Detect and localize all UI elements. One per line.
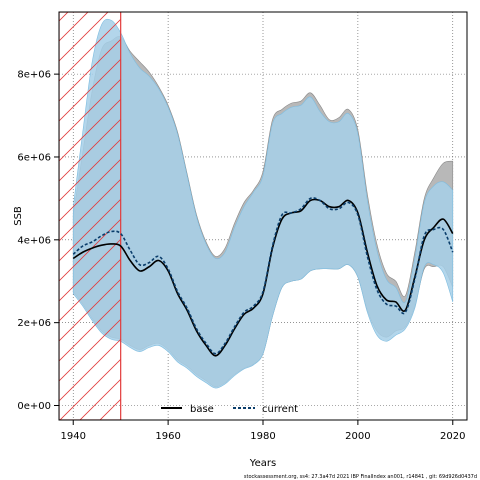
y-tick-label: 6e+06 (17, 152, 51, 163)
legend-label-current: current (262, 404, 298, 415)
x-tick-label: 2020 (440, 431, 465, 442)
current-series-line (72, 197, 454, 355)
y-tick-label: 0e+00 (17, 401, 51, 412)
x-tick-label: 1960 (155, 431, 180, 442)
x-tick-label: 1980 (250, 431, 275, 442)
x-tick-label: 1940 (61, 431, 86, 442)
series-lines (72, 197, 454, 357)
y-axis: 0e+00 2e+06 4e+06 6e+06 8e+06 (17, 70, 59, 412)
x-axis: 1940 1960 1980 2000 2020 (61, 420, 465, 442)
y-tick-label: 4e+06 (17, 235, 51, 246)
y-axis-title: SSB (13, 206, 24, 226)
x-axis-title: Years (249, 458, 276, 469)
legend: base current (161, 404, 298, 415)
shaded-period-region (59, 12, 122, 420)
x-tick-label: 2000 (345, 431, 370, 442)
shaded-period (59, 12, 122, 420)
footer-caption: stockassessment.org, ss4: 27.3a47d 2021 … (244, 474, 477, 480)
legend-label-base: base (190, 404, 214, 415)
confidence-bands (72, 18, 454, 389)
y-tick-label: 2e+06 (17, 318, 51, 329)
current-confidence-band (72, 18, 454, 389)
y-tick-label: 8e+06 (17, 70, 51, 81)
